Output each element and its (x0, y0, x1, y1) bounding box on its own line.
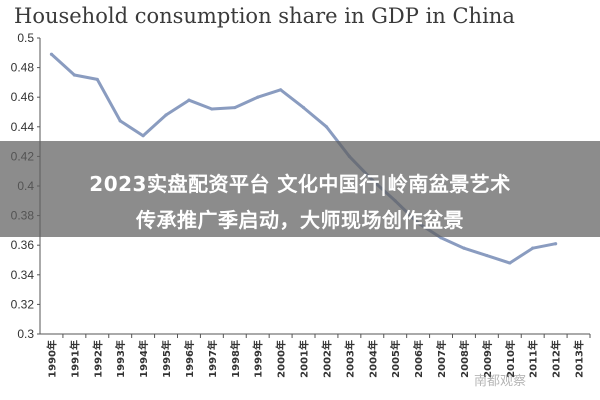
x-tick-label: 1991年 (68, 340, 81, 378)
data-point (531, 246, 535, 250)
caption-line-2: 传承推广季启动，大师现场创作盆景 (136, 208, 464, 232)
caption-overlay (0, 141, 600, 237)
data-point (256, 95, 260, 99)
x-tick-label: 2007年 (435, 340, 448, 378)
x-tick-label: 1993年 (114, 340, 127, 378)
x-tick-label: 2009年 (481, 340, 494, 378)
y-tick-label: 0.44 (11, 120, 35, 134)
caption-line-1: 2023实盘配资平台 文化中国行|岭南盆景艺术 (89, 172, 511, 196)
data-point (95, 77, 99, 82)
x-tick-label: 2003年 (343, 340, 356, 378)
data-point (439, 236, 443, 240)
data-point (187, 98, 191, 102)
x-tick-label: 2006年 (412, 340, 425, 378)
chart-title: Household consumption share in GDP in Ch… (14, 4, 515, 28)
y-tick-label: 0.5 (17, 31, 34, 45)
y-tick-label: 0.32 (11, 297, 35, 311)
x-tick-label: 1997年 (206, 340, 219, 378)
data-point (210, 107, 214, 111)
x-tick-label: 1996年 (183, 340, 196, 378)
y-tick-label: 0.36 (11, 238, 35, 252)
x-axis-ticks: 1990年 1991年 1992年 1993年 1994年 1995年 1996年 1997年… (45, 334, 591, 378)
x-tick-label: 2005年 (389, 340, 402, 378)
data-point (164, 113, 168, 117)
data-point (324, 125, 329, 129)
data-point (508, 261, 512, 265)
x-tick-label: 2012年 (550, 340, 563, 378)
x-tick-label: 2011年 (527, 340, 540, 378)
y-tick-label: 0.34 (11, 268, 35, 282)
data-point (301, 105, 306, 110)
data-point (462, 246, 466, 250)
x-tick-label: 1994年 (137, 340, 150, 378)
data-point (141, 134, 145, 138)
x-tick-label: 1992年 (91, 340, 104, 378)
y-tick-label: 0.3 (17, 327, 34, 341)
data-point (279, 88, 283, 92)
data-point (233, 105, 237, 110)
x-tick-label: 2010年 (504, 340, 517, 378)
watermark: 南都观察 (474, 374, 527, 389)
data-point (554, 242, 558, 246)
data-point (72, 73, 76, 77)
data-point (49, 52, 54, 56)
x-tick-label: 1990年 (45, 340, 58, 378)
data-point (118, 119, 122, 123)
x-tick-label: 1995年 (160, 340, 173, 378)
x-tick-label: 2001年 (298, 340, 311, 378)
y-tick-label: 0.46 (11, 90, 35, 104)
x-tick-label: 2000年 (275, 340, 288, 378)
x-tick-label: 2008年 (458, 340, 471, 378)
x-tick-label: 2004年 (366, 340, 379, 378)
x-tick-label: 2002年 (320, 340, 333, 378)
x-tick-label: 1998年 (229, 340, 242, 378)
x-tick-label: 2013年 (573, 340, 586, 378)
data-point (485, 253, 489, 258)
x-tick-label: 1999年 (252, 340, 265, 378)
y-tick-label: 0.48 (11, 61, 35, 75)
